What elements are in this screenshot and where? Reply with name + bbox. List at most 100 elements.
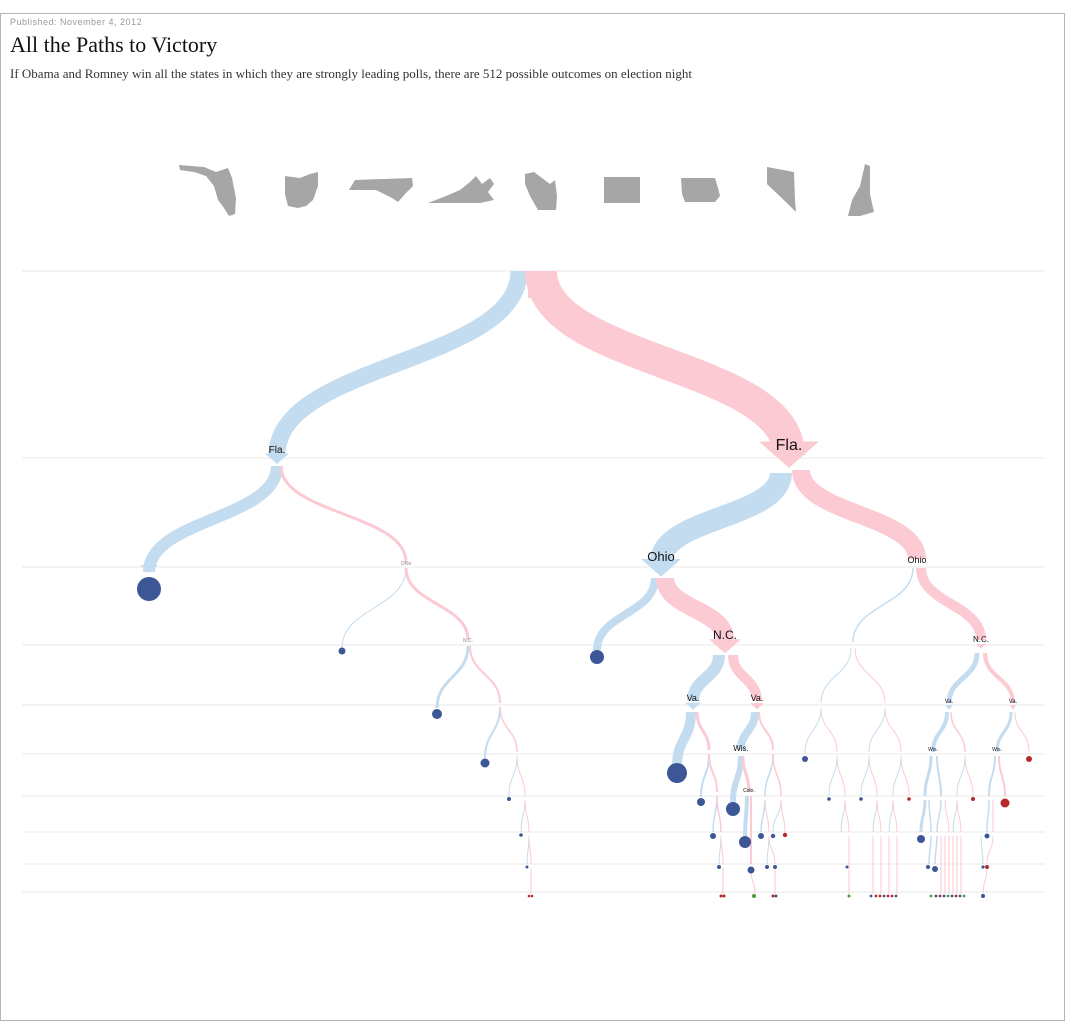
obama-branch — [143, 465, 283, 573]
label-colo: Colo. — [743, 788, 755, 794]
obama-branch — [872, 799, 878, 833]
romney-branch — [524, 799, 530, 833]
romney-branch — [900, 755, 910, 797]
branch-arrow — [1010, 705, 1016, 710]
label-wis-r2: Wis. — [992, 747, 1002, 753]
romney-branch — [986, 835, 994, 865]
label-va-right: Va. — [751, 693, 764, 703]
branches — [143, 269, 1030, 895]
romney-branch — [964, 755, 974, 797]
obama-win-outcome — [984, 833, 990, 839]
romney-branch — [695, 711, 711, 751]
label-ohio-small: Ohio — [401, 561, 412, 567]
branch-arrow — [641, 559, 681, 577]
obama-branch — [737, 711, 759, 751]
north-carolina-icon — [349, 178, 413, 202]
obama-branch — [936, 799, 942, 833]
label-wis-r1: Wis. — [928, 747, 938, 753]
obama-win-outcome — [845, 865, 849, 869]
obama-branch — [804, 707, 822, 754]
obama-branch — [730, 755, 744, 803]
obama-branch — [435, 645, 470, 709]
obama-win-outcome — [926, 865, 930, 869]
obama-win-outcome — [894, 894, 898, 898]
state-labels: Fla. Fla. Ohio Ohio Ohio N.C. N.C. N.C. … — [269, 437, 1018, 794]
romney-branch — [956, 799, 962, 833]
obama-branch — [650, 471, 792, 564]
romney-win-outcome — [719, 894, 723, 898]
romney-branch — [820, 707, 838, 753]
ohio-icon — [285, 172, 318, 208]
label-fla-right: Fla. — [776, 437, 803, 454]
obama-win-outcome — [137, 577, 161, 601]
page-title: All the Paths to Victory — [10, 32, 218, 57]
label-nc-right: N.C. — [973, 635, 989, 644]
romney-win-outcome — [874, 894, 878, 898]
tie-outcome — [962, 894, 966, 898]
obama-branch — [341, 567, 407, 649]
romney-win-outcome — [527, 894, 531, 898]
obama-win-outcome — [869, 894, 873, 898]
obama-win-outcome — [519, 833, 523, 837]
branch-arrow — [759, 441, 819, 468]
obama-win-outcome — [726, 802, 740, 816]
obama-branch — [936, 755, 942, 797]
romney-branch — [868, 755, 878, 797]
romney-branch — [758, 711, 774, 751]
obama-win-outcome — [827, 797, 831, 801]
romney-branch — [844, 799, 850, 833]
obama-branch — [766, 835, 770, 865]
obama-branch — [986, 799, 990, 833]
romney-win-outcome — [771, 894, 775, 898]
florida-icon — [179, 165, 236, 216]
obama-branch — [995, 711, 1013, 753]
romney-branch — [656, 576, 734, 642]
obama-win-outcome — [697, 798, 705, 806]
obama-branch — [268, 270, 528, 456]
obama-win-outcome — [758, 833, 764, 839]
label-ohio-big: Ohio — [647, 549, 674, 564]
obama-branch — [508, 755, 518, 797]
branch-arrow — [945, 705, 953, 710]
published-date: Published: November 4, 2012 — [10, 17, 143, 27]
romney-win-outcome — [878, 894, 882, 898]
tie-outcome — [929, 894, 933, 898]
obama-branch — [923, 755, 933, 797]
obama-branch — [828, 755, 838, 797]
obama-win-outcome — [932, 866, 938, 872]
obama-win-outcome — [802, 756, 808, 762]
branch-arrow — [750, 703, 764, 710]
obama-branch — [931, 711, 949, 753]
romney-branch — [944, 799, 950, 833]
outcome-circles — [137, 577, 1032, 898]
romney-branch — [728, 654, 762, 702]
obama-branch — [988, 755, 996, 797]
romney-win-outcome — [722, 894, 726, 898]
virginia-icon — [428, 176, 494, 203]
branch-arrow — [140, 565, 158, 573]
obama-win-outcome — [667, 763, 687, 783]
branch-arrow — [709, 639, 741, 654]
obama-win-outcome — [507, 797, 511, 801]
label-nc-small: N.C. — [463, 638, 473, 644]
colorado-icon — [604, 177, 640, 203]
obama-branch — [687, 654, 725, 702]
obama-branch — [860, 755, 870, 797]
obama-win-outcome — [710, 833, 716, 839]
obama-win-outcome — [480, 758, 490, 768]
label-va-r1: Va. — [945, 699, 954, 705]
label-fla-left: Fla. — [269, 445, 286, 456]
romney-win-outcome — [971, 797, 975, 801]
obama-win-outcome — [942, 894, 946, 898]
obama-branch — [484, 706, 501, 759]
obama-win-outcome — [432, 709, 442, 719]
label-va-left: Va. — [687, 693, 700, 703]
obama-branch — [852, 567, 914, 643]
obama-win-outcome — [950, 894, 954, 898]
romney-branch — [404, 567, 470, 641]
romney-win-outcome — [782, 832, 788, 838]
obama-win-outcome — [934, 894, 938, 898]
obama-branch — [772, 799, 782, 833]
romney-branch — [836, 755, 846, 797]
